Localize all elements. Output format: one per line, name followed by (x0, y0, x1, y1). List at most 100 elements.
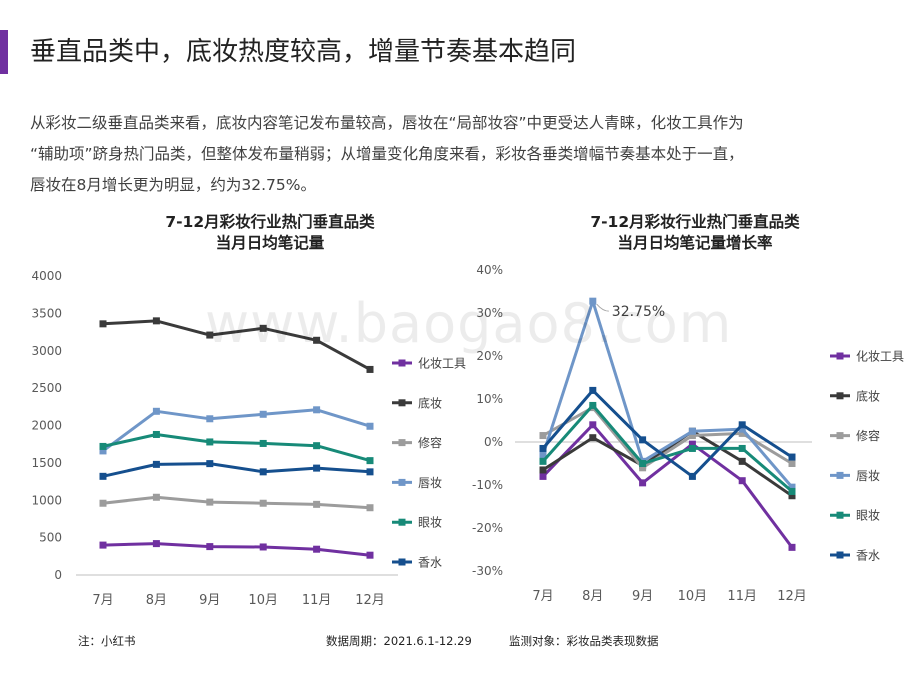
series-化妆工具 (539, 421, 796, 551)
data-point-marker (99, 320, 107, 328)
data-point-marker (639, 479, 647, 487)
data-point-marker (738, 457, 746, 465)
series-修容 (99, 493, 374, 512)
legend-swatch-marker (836, 392, 844, 400)
data-point-marker (152, 540, 160, 548)
data-label: 32.75% (612, 304, 665, 320)
data-point-marker (313, 406, 321, 414)
data-point-marker (788, 492, 796, 500)
data-point-marker (738, 429, 746, 437)
chart-title-line: 当月日均笔记量增长率 (617, 234, 773, 252)
data-point-marker (99, 447, 107, 455)
y-tick-label: 3500 (31, 306, 62, 320)
intro-line: “辅助项”跻身热门品类，但整体发布量稍弱；从增量变化角度来看，彩妆各垂类增幅节奏… (30, 145, 744, 163)
x-tick-label: 10月 (678, 589, 708, 604)
series-line (102, 495, 371, 510)
data-point-marker (788, 487, 796, 495)
series-香水 (99, 460, 374, 480)
legend-swatch-marker (398, 558, 406, 566)
legend-label: 香水 (418, 556, 442, 570)
legend-swatch-marker (398, 399, 406, 407)
legend-label: 唇妆 (856, 469, 880, 483)
legend-item: 化妆工具 (392, 357, 466, 371)
data-point-marker (589, 401, 597, 409)
legend-item: 修容 (830, 428, 880, 443)
data-point-marker (639, 464, 647, 472)
intro-line: 唇妆在8月增长更为明显，约为32.75%。 (30, 176, 316, 194)
data-point-marker (259, 543, 267, 551)
series-line (541, 299, 794, 489)
series-底妆 (99, 317, 374, 373)
data-point-marker (259, 410, 267, 418)
legend-label: 底妆 (856, 388, 880, 403)
y-tick-label: 500 (39, 531, 62, 545)
data-point-marker (313, 500, 321, 508)
legend-swatch-marker (836, 551, 844, 559)
data-point-marker (539, 451, 547, 459)
data-point-marker (152, 493, 160, 501)
footer-period: 数据周期：2021.6.1-12.29 (326, 634, 472, 648)
data-point-marker (313, 464, 321, 472)
x-tick-label: 7月 (92, 593, 113, 608)
legend-label: 唇妆 (418, 476, 442, 490)
data-point-marker (589, 297, 597, 305)
data-point-marker (589, 386, 597, 394)
legend-label: 修容 (418, 435, 442, 450)
legend-item: 眼妆 (392, 516, 442, 530)
data-point-marker (688, 440, 696, 448)
data-point-marker (366, 551, 374, 559)
data-point-marker (152, 430, 160, 438)
chart-title-line: 7-12月彩妆行业热门垂直品类 (590, 213, 800, 231)
footer-scope: 监测对象：彩妆品类表现数据 (509, 634, 659, 648)
data-point-marker (788, 543, 796, 551)
data-point-marker (639, 460, 647, 467)
data-point-marker (738, 421, 746, 429)
daily-notes-chart: 0 500 1000 1500 2000 2500 3000 3500 4000 7月 8月 9月 10… (31, 269, 466, 608)
watermark: www.baogao8.com (205, 292, 733, 355)
x-tick-label: 9月 (199, 593, 220, 608)
chart-title-line: 7-12月彩妆行业热门垂直品类 (165, 213, 375, 231)
x-tick-label: 8月 (146, 593, 167, 608)
data-point-marker (738, 477, 746, 485)
data-point-marker (99, 472, 107, 480)
series-line (541, 403, 793, 493)
x-tick-label: 10月 (248, 593, 278, 608)
x-tick-label: 12月 (355, 593, 385, 608)
y-tick-label: 20% (476, 349, 503, 363)
intro-paragraph: 从彩妆二级垂直品类来看，底妆内容笔记发布量较高，唇妆在“局部妆容”中更受达人青睐… (30, 108, 890, 201)
x-tick-label: 11月 (727, 589, 757, 604)
x-tick-label: 9月 (632, 589, 653, 604)
legend-item: 修容 (392, 435, 442, 450)
data-point-marker (788, 453, 796, 461)
series-line (541, 388, 793, 478)
data-point-marker (152, 460, 160, 468)
legend-label: 化妆工具 (856, 350, 904, 364)
legend-item: 底妆 (830, 388, 880, 403)
y-tick-label: 0 (54, 568, 62, 582)
legend-swatch-marker (398, 439, 406, 447)
data-point-marker (152, 317, 160, 325)
data-point-marker (313, 336, 321, 344)
data-point-marker (313, 545, 321, 553)
legend-item: 眼妆 (830, 509, 880, 523)
legend-label: 化妆工具 (418, 357, 466, 371)
series-line (102, 462, 371, 478)
x-tick-label: 11月 (302, 593, 332, 608)
series-line (542, 429, 793, 498)
data-point-marker (206, 415, 214, 423)
legend-label: 眼妆 (418, 516, 442, 530)
annotation-leader-line (596, 303, 609, 312)
y-tick-label: 2000 (31, 419, 62, 433)
y-tick-label: 1000 (31, 493, 62, 507)
legend-item: 香水 (392, 556, 442, 570)
series-化妆工具 (99, 540, 374, 559)
right-chart-title: 7-12月彩妆行业热门垂直品类 当月日均笔记量增长率 (500, 212, 890, 254)
data-point-marker (366, 457, 374, 465)
growth-rate-chart: -30% -20% -10% 0% 10% 20% 30% 40% 7月 8月 9月 10月 11月 12… (472, 263, 904, 604)
legend-swatch-marker (836, 511, 844, 519)
legend-swatch-marker (398, 518, 406, 526)
data-point-marker (366, 504, 374, 512)
y-tick-label: -10% (472, 478, 503, 492)
series-line (102, 542, 371, 557)
